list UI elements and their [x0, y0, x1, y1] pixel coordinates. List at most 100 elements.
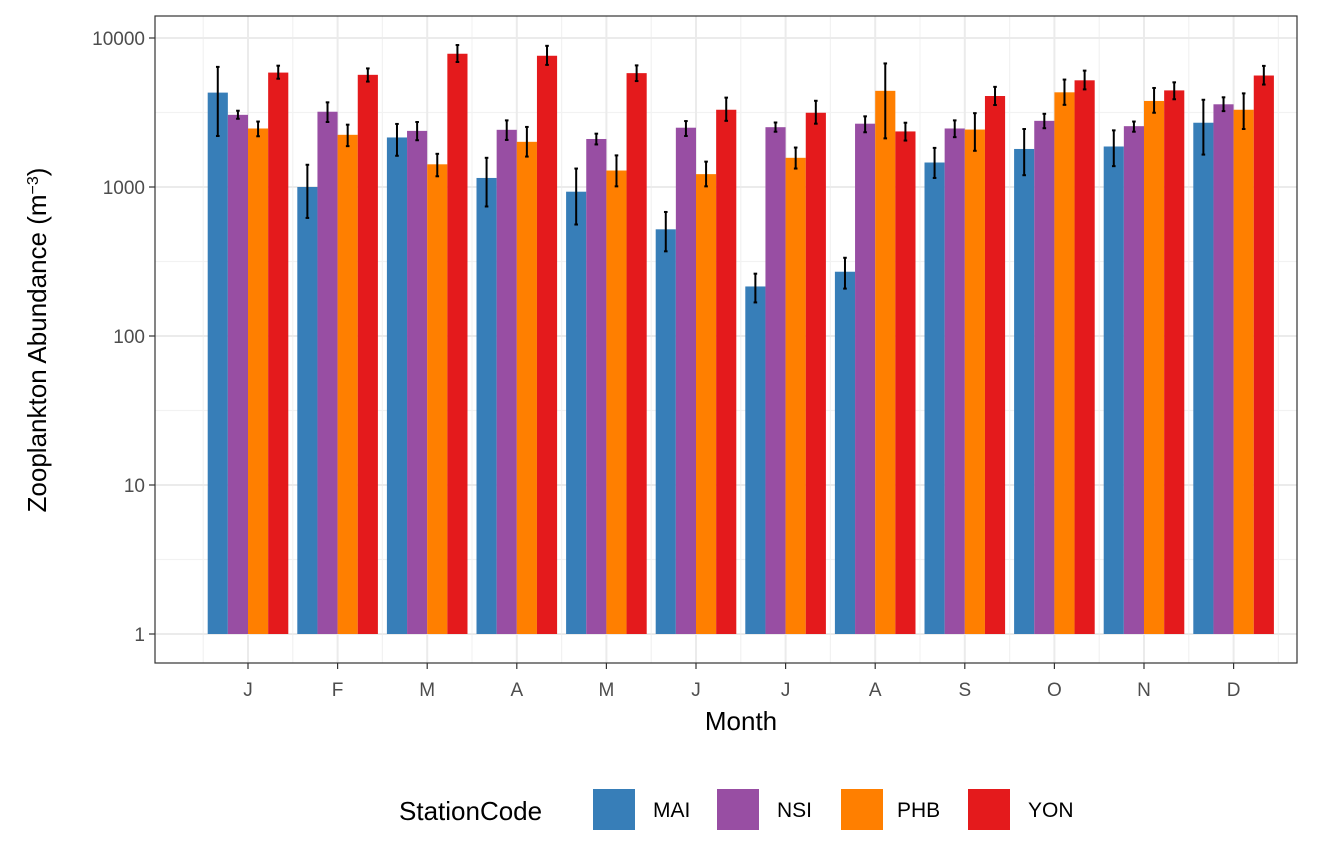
bars [207, 53, 1274, 635]
error-bar-yon [634, 64, 639, 83]
bar-phb [427, 164, 448, 635]
error-bar-nsi [684, 120, 688, 137]
error-bar-phb [1152, 86, 1156, 114]
bar-nsi [1213, 104, 1234, 635]
bar-nsi [586, 138, 607, 634]
legend-key-mai [593, 789, 635, 830]
error-bar-nsi [863, 115, 867, 134]
error-bar-yon [455, 44, 460, 64]
y-tick-label: 10 [124, 476, 145, 497]
legend-label-nsi: NSI [777, 799, 812, 822]
y-axis: 1 10 100 1000 10000 [92, 29, 155, 646]
bar-mai [566, 191, 587, 634]
error-bar-mai [932, 146, 937, 179]
x-tick-label: D [1227, 680, 1241, 701]
bar-yon [626, 73, 647, 634]
bar-nsi [496, 129, 517, 634]
y-axis-title: Zooplankton Abundance (m−3) [22, 168, 52, 513]
bar-phb [1144, 100, 1165, 634]
error-bar-phb [435, 152, 440, 178]
bar-phb [696, 174, 717, 634]
x-tick-label: S [958, 680, 971, 701]
error-bar-mai [395, 122, 399, 157]
error-bar-mai [1022, 128, 1026, 177]
bar-nsi [765, 127, 786, 635]
error-bar-mai [305, 163, 310, 219]
error-bar-yon [903, 121, 908, 142]
bar-yon [447, 53, 468, 635]
bar-yon [716, 109, 737, 634]
legend-label-mai: MAI [653, 799, 690, 822]
error-bar-yon [814, 99, 818, 125]
x-tick-label: M [598, 680, 614, 701]
error-bar-nsi [415, 121, 419, 142]
legend-key-phb [841, 789, 883, 830]
error-bar-yon [993, 85, 997, 107]
bar-phb [964, 129, 985, 634]
bar-nsi [1034, 120, 1055, 634]
error-bar-yon [366, 67, 370, 83]
bar-nsi [944, 128, 965, 634]
y-tick-label: 1000 [103, 178, 145, 199]
x-tick-label: J [691, 680, 701, 701]
bar-mai [207, 92, 228, 634]
y-tick-label: 10000 [92, 29, 145, 50]
legend-label-yon: YON [1028, 799, 1074, 822]
bar-nsi [227, 114, 248, 634]
y-tick-label: 1 [134, 625, 145, 646]
error-bar-mai [663, 210, 668, 253]
error-bar-yon [545, 44, 549, 66]
error-bar-yon [1172, 81, 1177, 101]
error-bar-nsi [952, 119, 957, 139]
x-tick-label: A [869, 680, 882, 701]
bar-mai [476, 177, 497, 634]
error-bar-yon [1262, 64, 1266, 86]
bar-yon [1074, 80, 1095, 635]
bar-phb [1054, 92, 1075, 634]
x-tick-label: O [1047, 680, 1062, 701]
error-bar-nsi [504, 119, 509, 141]
error-bar-mai [574, 167, 578, 226]
error-bar-nsi [236, 109, 240, 120]
bar-yon [895, 131, 916, 635]
bar-yon [1253, 75, 1274, 635]
x-tick-label: N [1137, 680, 1151, 701]
y-axis-title-close: ) [22, 168, 52, 177]
error-bar-yon [1082, 69, 1087, 91]
error-bar-phb [525, 125, 529, 158]
error-bars [215, 44, 1266, 304]
error-bar-yon [276, 64, 281, 80]
error-bar-phb [704, 160, 708, 188]
bar-yon [805, 112, 826, 635]
bar-nsi [675, 127, 696, 634]
error-bar-mai [843, 256, 847, 290]
error-bar-nsi [594, 132, 599, 146]
error-bar-nsi [773, 121, 778, 133]
bar-yon [357, 74, 378, 635]
error-bar-mai [215, 65, 220, 137]
bar-mai [1103, 146, 1124, 634]
x-tick-label: A [510, 680, 523, 701]
error-bar-phb [973, 112, 977, 152]
error-bar-phb [256, 120, 260, 138]
error-bar-nsi [1221, 96, 1226, 113]
error-bar-yon [724, 96, 729, 122]
plot-panel-border [154, 15, 1298, 664]
bar-phb [785, 157, 806, 634]
legend: StationCode MAI NSI PHB YON [399, 789, 1074, 830]
error-bar-nsi [1132, 120, 1136, 133]
error-bar-phb [345, 123, 350, 148]
bar-mai [834, 271, 856, 634]
y-axis-title-superscript: −3 [25, 176, 42, 194]
bar-nsi [407, 130, 428, 635]
error-bar-phb [614, 154, 619, 188]
bar-mai [924, 162, 945, 635]
x-axis-title: Month [705, 706, 777, 736]
error-bar-mai [484, 156, 489, 208]
bar-phb [248, 128, 269, 634]
bar-phb [606, 170, 627, 634]
x-tick-label: M [419, 680, 435, 701]
bar-phb [1233, 109, 1254, 634]
error-bar-phb [793, 146, 798, 170]
